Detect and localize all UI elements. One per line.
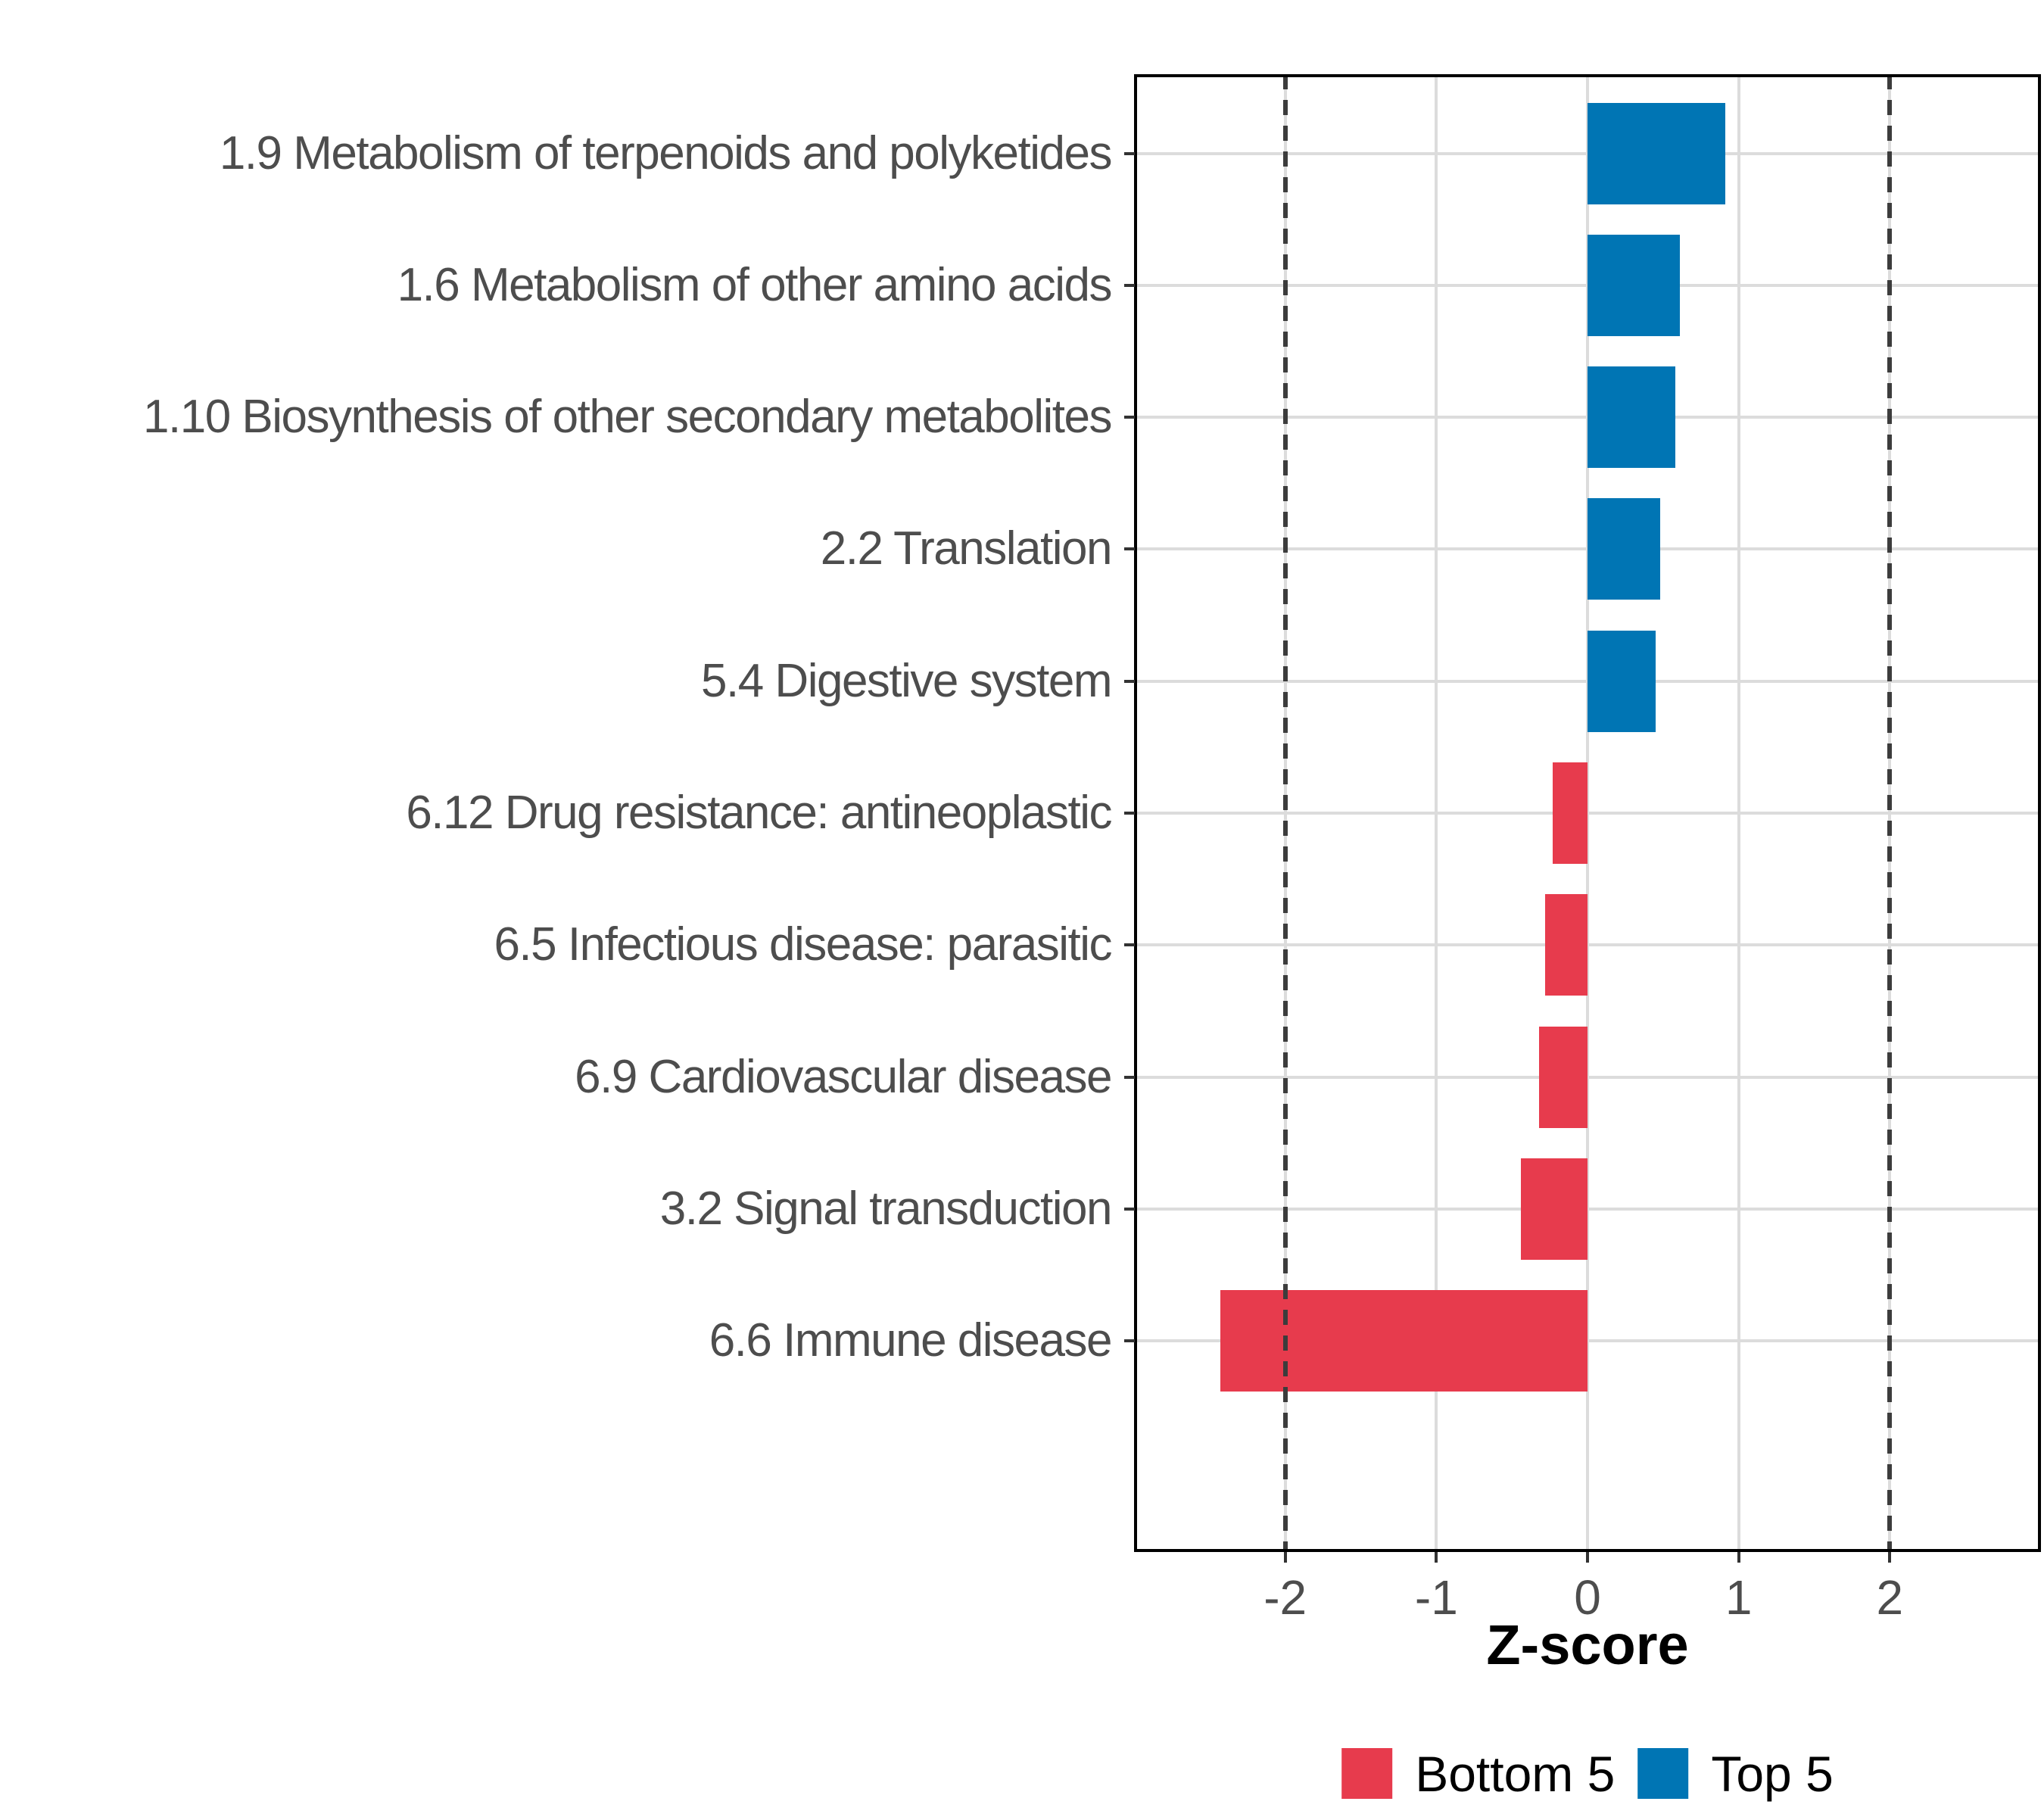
y-axis-tick bbox=[1124, 547, 1135, 551]
bar bbox=[1220, 1290, 1588, 1392]
bar bbox=[1521, 1158, 1588, 1260]
y-axis-label: 5.4 Digestive system bbox=[701, 654, 1113, 707]
bar bbox=[1539, 1026, 1588, 1128]
bar bbox=[1588, 630, 1656, 732]
y-axis-tick bbox=[1124, 943, 1135, 947]
x-axis-tick bbox=[1737, 1552, 1740, 1563]
legend-item: Top 5 bbox=[1637, 1745, 1834, 1802]
legend-label: Bottom 5 bbox=[1415, 1745, 1616, 1802]
y-axis-label: 1.6 Metabolism of other amino acids bbox=[397, 258, 1113, 311]
legend: Bottom 5 Top 5 bbox=[1341, 1748, 1834, 1799]
y-axis-label: 3.2 Signal transduction bbox=[659, 1182, 1113, 1235]
y-axis-tick bbox=[1124, 416, 1135, 419]
y-axis-tick bbox=[1124, 1339, 1135, 1343]
y-axis-label: 1.10 Biosynthesis of other secondary met… bbox=[143, 391, 1112, 444]
bar bbox=[1588, 366, 1675, 469]
x-axis-tick-label: 1 bbox=[1725, 1570, 1753, 1625]
y-axis-tick bbox=[1124, 1075, 1135, 1079]
x-axis-tick bbox=[1586, 1552, 1589, 1563]
legend-swatch bbox=[1341, 1748, 1393, 1799]
y-axis-tick bbox=[1124, 1207, 1135, 1211]
y-axis-label: 6.9 Cardiovascular disease bbox=[575, 1050, 1112, 1103]
y-axis-label: 6.12 Drug resistance: antineoplastic bbox=[406, 787, 1112, 839]
plot-panel bbox=[1134, 74, 2041, 1552]
legend-label: Top 5 bbox=[1711, 1745, 1834, 1802]
y-axis-label: 6.6 Immune disease bbox=[709, 1314, 1113, 1367]
x-axis-tick-label: 0 bbox=[1574, 1570, 1601, 1625]
y-axis-label: 1.9 Metabolism of terpenoids and polyket… bbox=[219, 126, 1113, 179]
reference-line-dashed bbox=[1282, 74, 1288, 1552]
vertical-gridline bbox=[1586, 74, 1589, 1552]
bar bbox=[1545, 894, 1588, 996]
bar bbox=[1588, 102, 1725, 204]
x-axis-title: Z-score bbox=[1486, 1613, 1689, 1676]
y-axis-tick bbox=[1124, 812, 1135, 815]
legend-swatch bbox=[1637, 1748, 1689, 1799]
y-axis-tick bbox=[1124, 151, 1135, 155]
y-axis-tick bbox=[1124, 679, 1135, 683]
x-axis-tick bbox=[1888, 1552, 1892, 1563]
y-axis-label: 2.2 Translation bbox=[820, 522, 1113, 575]
legend-item: Bottom 5 bbox=[1341, 1748, 1615, 1799]
y-axis-label: 6.5 Infectious disease: parasitic bbox=[494, 918, 1112, 971]
x-axis-tick bbox=[1283, 1552, 1287, 1563]
bar bbox=[1588, 234, 1680, 336]
bar bbox=[1553, 762, 1588, 864]
reference-line-dashed bbox=[1887, 74, 1893, 1552]
vertical-gridline bbox=[1435, 74, 1438, 1552]
bar bbox=[1588, 498, 1660, 600]
y-axis-tick bbox=[1124, 283, 1135, 287]
x-axis-tick-label: -1 bbox=[1414, 1570, 1458, 1625]
x-axis-tick-label: -2 bbox=[1263, 1570, 1307, 1625]
vertical-gridline bbox=[1737, 74, 1740, 1552]
x-axis-tick bbox=[1435, 1552, 1438, 1563]
x-axis-tick-label: 2 bbox=[1876, 1570, 1904, 1625]
